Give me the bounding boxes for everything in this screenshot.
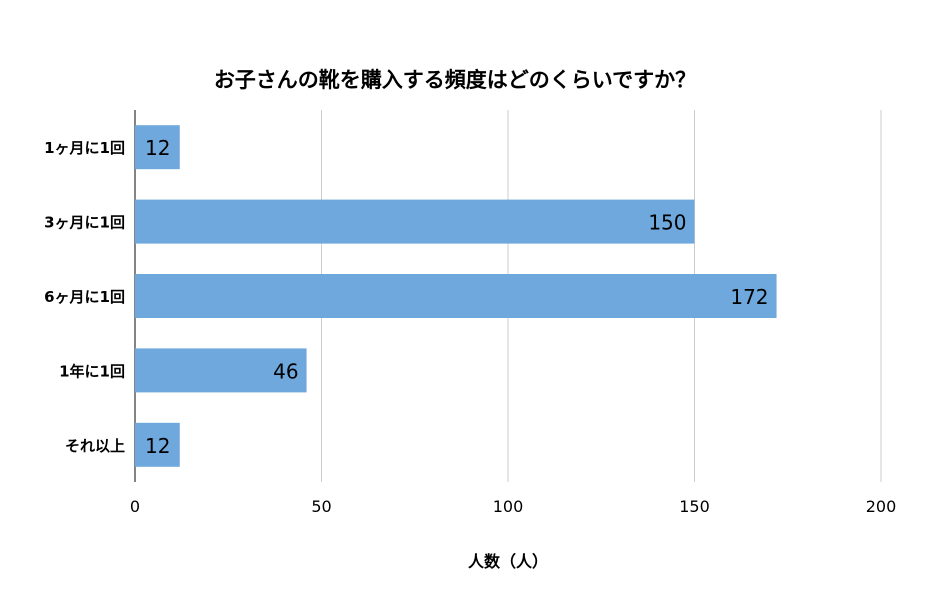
x-tick-label: 100 — [493, 497, 524, 516]
data-label: 150 — [648, 211, 686, 235]
y-tick-label: 6ヶ月に1回 — [44, 288, 125, 306]
bar — [135, 422, 180, 467]
x-axis-label: 人数（人） — [467, 552, 548, 571]
x-tick-label: 0 — [130, 497, 140, 516]
y-tick-label: 3ヶ月に1回 — [44, 214, 125, 232]
y-tick-label: それ以上 — [65, 437, 125, 455]
data-label: 46 — [273, 359, 298, 383]
x-tick-label: 50 — [311, 497, 331, 516]
data-label: 172 — [730, 285, 768, 309]
bar — [135, 348, 307, 393]
y-tick-label: 1ヶ月に1回 — [44, 139, 125, 157]
bar — [135, 274, 777, 318]
bar — [135, 199, 695, 244]
bar — [135, 125, 180, 170]
y-tick-label: 1年に1回 — [59, 362, 125, 380]
data-label: 12 — [145, 434, 170, 458]
chart-title: お子さんの靴を購入する頻度はどのくらいですか？ — [213, 68, 697, 92]
data-label: 12 — [145, 136, 170, 160]
x-tick-label: 200 — [866, 497, 897, 516]
x-tick-label: 150 — [679, 497, 710, 516]
